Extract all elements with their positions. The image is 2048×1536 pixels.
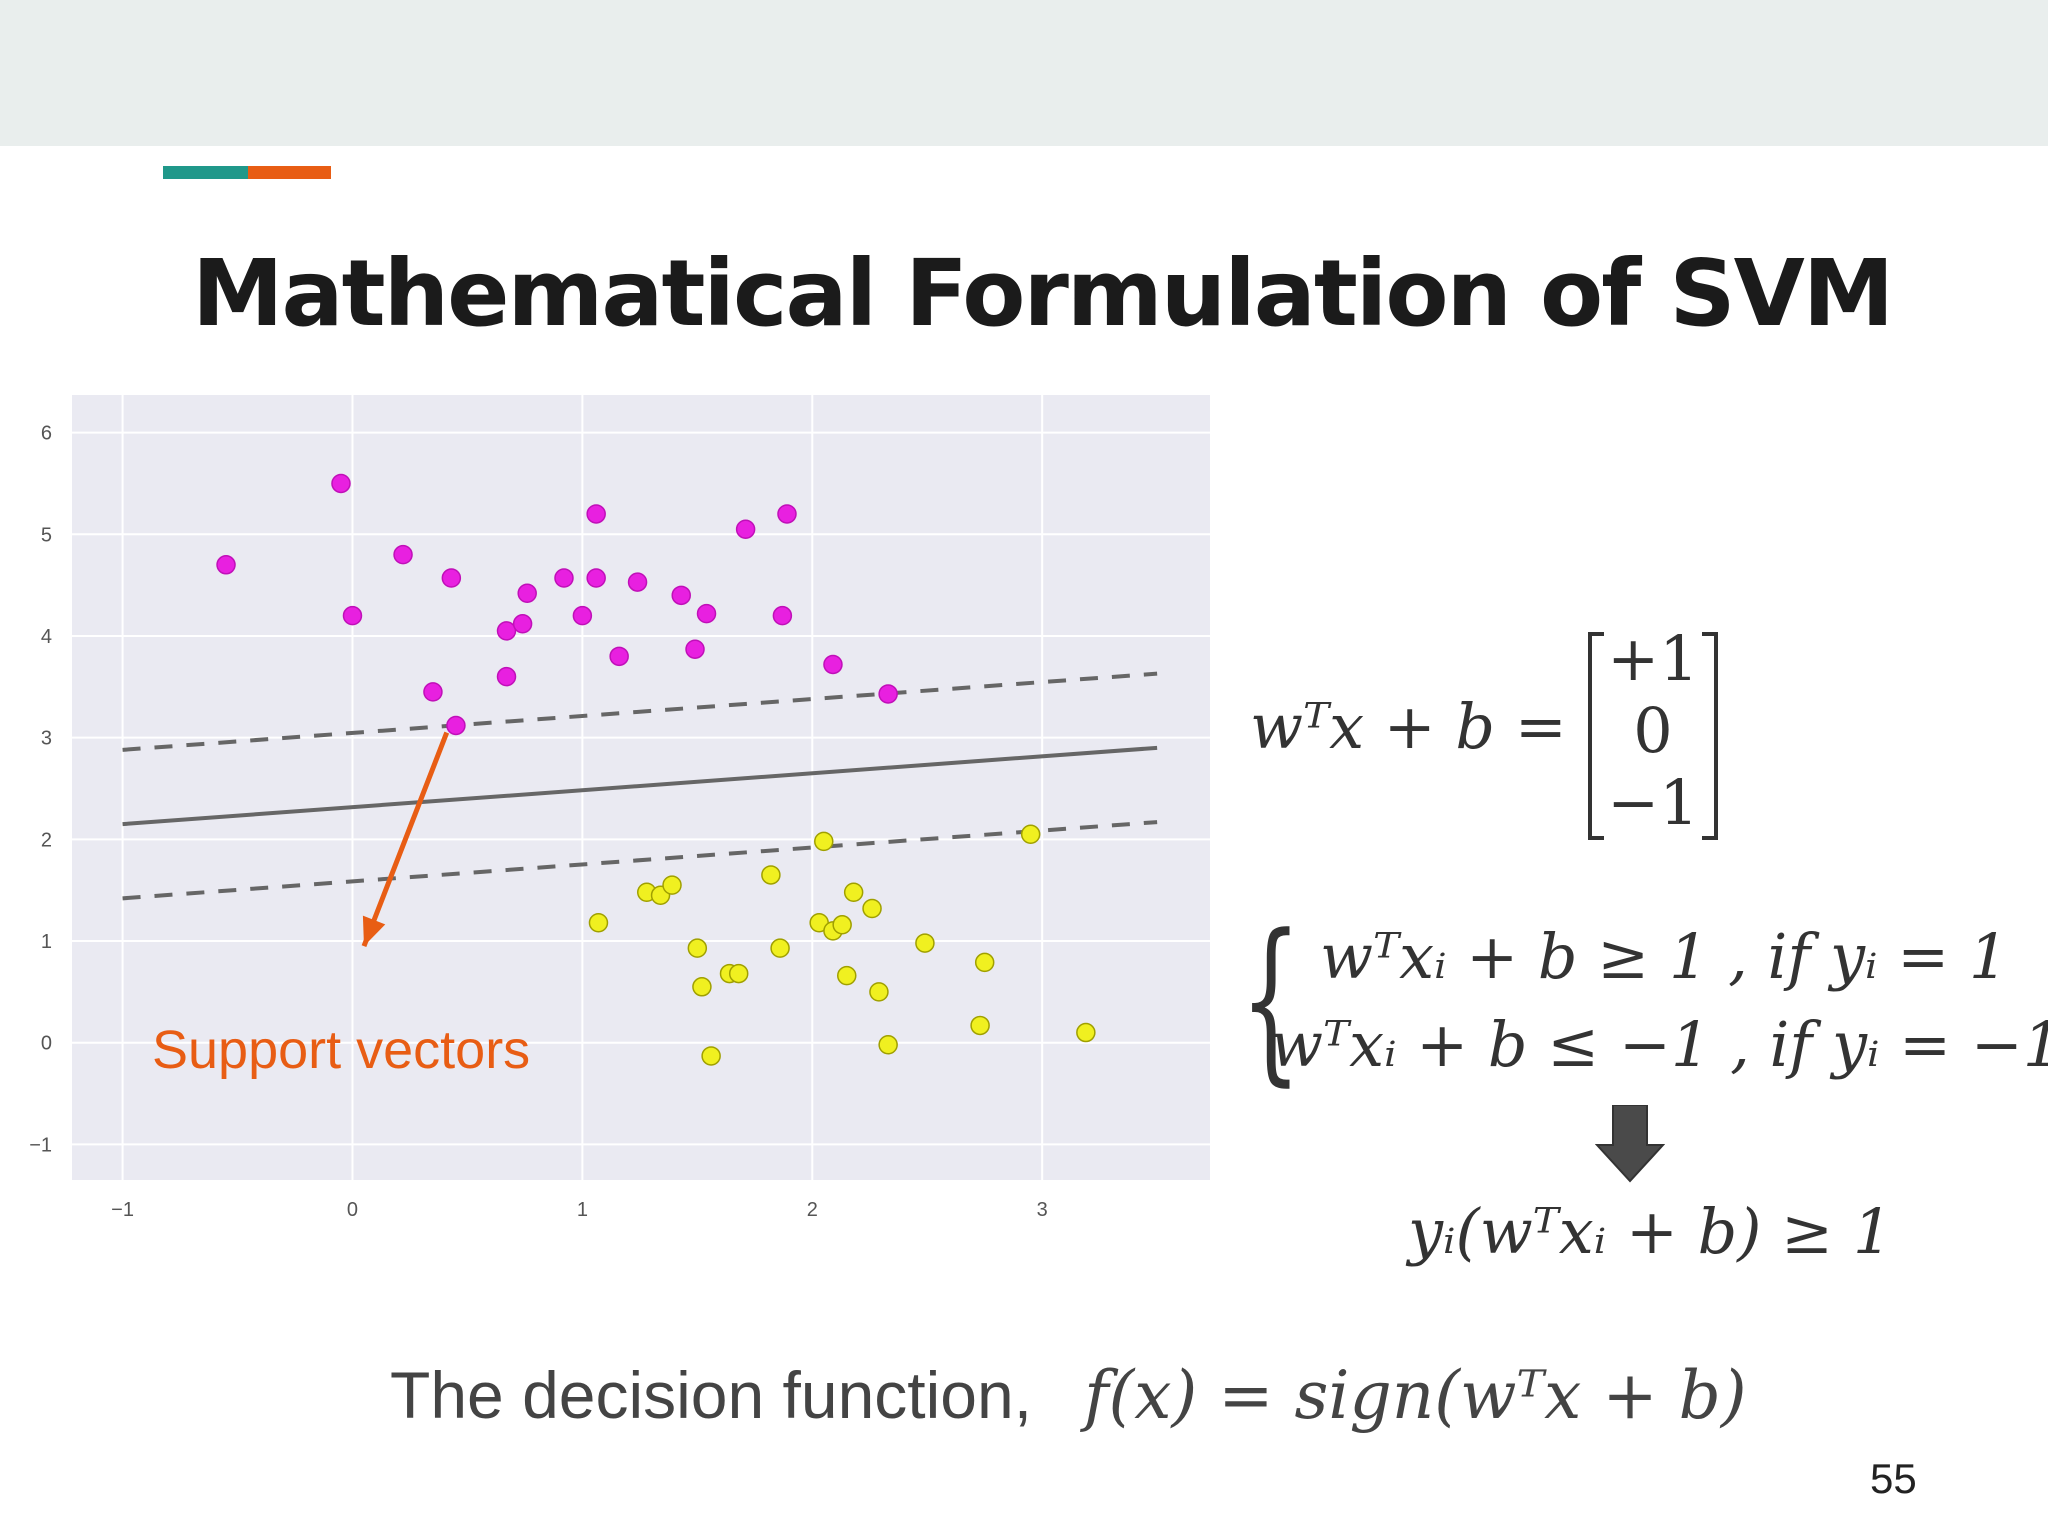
class-positive-point xyxy=(823,654,843,675)
class-positive-point xyxy=(441,568,462,588)
brace-symbol: { xyxy=(1240,897,1302,1102)
class-negative-point xyxy=(701,1046,721,1066)
decision-function-label: The decision function, xyxy=(390,1358,1033,1432)
tick-labels: −1 0 1 2 3 −1 0 1 2 3 4 5 6 xyxy=(29,423,1048,1221)
y-tick-label: −1 xyxy=(29,1134,52,1156)
class-positive-point xyxy=(393,544,413,565)
y-tick-label: 6 xyxy=(41,423,52,445)
class-positive-point xyxy=(554,568,574,588)
x-tick-label: 3 xyxy=(1037,1199,1048,1221)
class-positive-point xyxy=(446,715,466,736)
x-tick-label: −1 xyxy=(111,1199,134,1221)
class-positive-point xyxy=(586,568,606,588)
class-positive-point xyxy=(777,504,797,524)
class-positive-point xyxy=(496,621,517,641)
y-tick-label: 5 xyxy=(41,524,52,546)
combined-constraint: yᵢ(wᵀxᵢ + b) ≥ 1 xyxy=(1408,1195,1893,1268)
class-negative-point xyxy=(869,982,889,1002)
class-negative-point xyxy=(1076,1022,1096,1043)
margin-lines xyxy=(122,671,1158,901)
page-number: 55 xyxy=(1870,1455,1917,1502)
decision-boundary-line xyxy=(122,745,1158,827)
constraint-system: { wᵀxᵢ + b ≥ 1 , if yᵢ = 1 wᵀxᵢ + b ≤ −1… xyxy=(1240,897,2048,1102)
class-negative-point xyxy=(588,912,609,933)
matrix-entry-plus-one: +1 xyxy=(1607,622,1699,695)
class-negative-point xyxy=(832,915,852,935)
matrix-left-bracket xyxy=(1588,632,1604,840)
class-negative-point xyxy=(662,875,682,895)
class-positive-point xyxy=(586,504,606,524)
y-tick-label: 0 xyxy=(41,1033,52,1055)
matrix-entry-minus-one: −1 xyxy=(1607,766,1699,839)
y-tick-label: 3 xyxy=(41,728,52,750)
class-negative-point xyxy=(878,1035,898,1055)
class-negative-point xyxy=(1020,824,1041,845)
slide-title: Mathematical Formulation of SVM xyxy=(192,240,1894,347)
class-positive-point xyxy=(609,646,629,667)
class-negative-point xyxy=(837,965,857,986)
class-negative-point xyxy=(692,977,712,997)
class-negative-point xyxy=(915,933,935,953)
class-positive-point xyxy=(671,585,691,606)
decision-function-formula: f(x) = sign(wᵀx + b) xyxy=(1084,1357,1747,1434)
equation-decision-values: wᵀx + b = xyxy=(1250,690,1567,763)
support-vectors-label: Support vectors xyxy=(152,1020,530,1080)
y-tick-label: 1 xyxy=(41,931,52,953)
class-negative-point xyxy=(728,963,749,984)
class-positive-point xyxy=(735,519,756,539)
accent-bar-teal xyxy=(163,166,248,179)
class-positive-point xyxy=(512,614,533,634)
class-positive-point xyxy=(216,555,236,575)
class-positive-point xyxy=(627,572,648,592)
y-tick-label: 4 xyxy=(41,626,52,648)
margin-line xyxy=(122,671,1158,752)
x-tick-label: 0 xyxy=(347,1199,358,1221)
class-positive-point xyxy=(331,473,351,494)
down-arrow-icon xyxy=(1595,1105,1665,1183)
annotation-arrow-head xyxy=(362,915,386,947)
class-positive-point xyxy=(772,605,793,626)
constraint-negative: wᵀxᵢ + b ≤ −1 , if yᵢ = −1 xyxy=(1270,1008,2048,1081)
svm-scatter-chart: −1 0 1 2 3 −1 0 1 2 3 4 5 6 Support vectors xyxy=(29,395,1210,1221)
accent-bar-orange xyxy=(248,166,331,179)
y-tick-label: 2 xyxy=(41,829,52,851)
class-negative-point xyxy=(761,865,781,885)
class-positive-point xyxy=(496,666,517,687)
class-negative-point xyxy=(770,938,790,958)
class-negative-point xyxy=(843,882,864,902)
class-positive-point xyxy=(423,682,443,702)
annotation-arrow-shaft xyxy=(361,731,450,948)
data-points xyxy=(216,473,1096,1066)
x-tick-label: 1 xyxy=(577,1199,588,1221)
class-label-matrix: +1 0 −1 xyxy=(1588,622,1718,840)
support-vectors-annotation: Support vectors xyxy=(152,731,530,1080)
class-positive-point xyxy=(878,684,898,704)
class-negative-point xyxy=(862,898,882,919)
x-tick-label: 2 xyxy=(807,1199,818,1221)
class-positive-point xyxy=(342,605,363,626)
class-negative-point xyxy=(814,831,834,852)
class-negative-point xyxy=(687,938,708,958)
margin-line xyxy=(122,820,1158,901)
class-positive-point xyxy=(572,605,593,626)
class-negative-point xyxy=(970,1015,990,1036)
matrix-entry-zero: 0 xyxy=(1633,694,1673,767)
class-positive-point xyxy=(685,639,705,659)
class-positive-point xyxy=(517,583,537,604)
class-positive-point xyxy=(696,603,717,624)
grid-lines xyxy=(72,395,1210,1180)
matrix-right-bracket xyxy=(1702,632,1718,840)
decision-function: The decision function, f(x) = sign(wᵀx + … xyxy=(390,1357,1747,1434)
class-negative-point xyxy=(974,952,995,973)
constraint-positive: wᵀxᵢ + b ≥ 1 , if yᵢ = 1 xyxy=(1320,920,2009,993)
top-band xyxy=(0,0,2048,146)
